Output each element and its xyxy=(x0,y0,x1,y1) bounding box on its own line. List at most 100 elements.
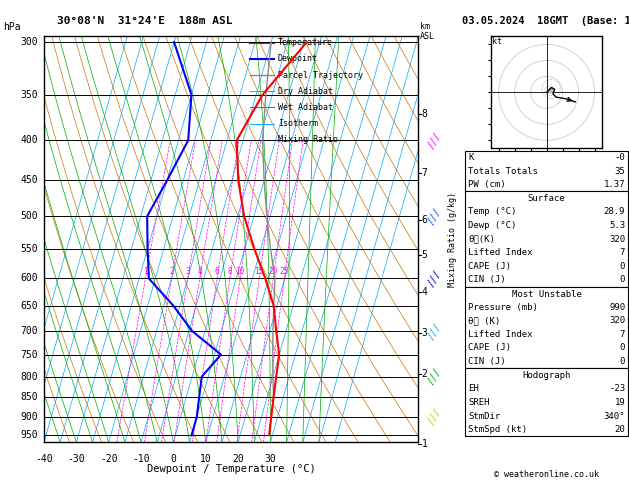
Text: Pressure (mb): Pressure (mb) xyxy=(468,303,538,312)
Text: © weatheronline.co.uk: © weatheronline.co.uk xyxy=(494,469,599,479)
Text: 10: 10 xyxy=(200,454,211,465)
Text: 6: 6 xyxy=(215,267,220,277)
Text: Hodograph: Hodograph xyxy=(523,371,571,381)
Text: CAPE (J): CAPE (J) xyxy=(468,344,511,352)
Text: CIN (J): CIN (J) xyxy=(468,276,506,284)
Text: 35: 35 xyxy=(615,167,625,175)
Text: CAPE (J): CAPE (J) xyxy=(468,262,511,271)
Text: Surface: Surface xyxy=(528,194,565,204)
Text: θᴇ(K): θᴇ(K) xyxy=(468,235,495,243)
Text: Mixing Ratio: Mixing Ratio xyxy=(278,136,338,144)
Text: StmSpd (kt): StmSpd (kt) xyxy=(468,425,527,434)
Text: -40: -40 xyxy=(35,454,53,465)
Text: 4: 4 xyxy=(198,267,202,277)
Text: 25: 25 xyxy=(280,267,289,277)
Text: hPa: hPa xyxy=(3,22,21,32)
Text: Parcel Trajectory: Parcel Trajectory xyxy=(278,70,363,80)
Text: 800: 800 xyxy=(21,372,38,382)
Text: PW (cm): PW (cm) xyxy=(468,180,506,189)
Text: 7: 7 xyxy=(421,168,427,178)
Text: 10: 10 xyxy=(235,267,245,277)
Text: 990: 990 xyxy=(609,303,625,312)
Text: 5.3: 5.3 xyxy=(609,221,625,230)
Text: Temperature: Temperature xyxy=(278,38,333,47)
Text: 320: 320 xyxy=(609,235,625,243)
Text: ///: /// xyxy=(426,206,443,226)
Text: 1.37: 1.37 xyxy=(604,180,625,189)
Text: -23: -23 xyxy=(609,384,625,393)
Text: 0: 0 xyxy=(620,344,625,352)
Text: 500: 500 xyxy=(21,211,38,221)
Text: 1: 1 xyxy=(143,267,148,277)
Text: CIN (J): CIN (J) xyxy=(468,357,506,366)
Text: 450: 450 xyxy=(21,175,38,186)
Text: 20: 20 xyxy=(269,267,278,277)
Text: 6: 6 xyxy=(421,215,427,225)
Text: θᴇ (K): θᴇ (K) xyxy=(468,316,500,325)
Text: 0: 0 xyxy=(620,262,625,271)
Text: 5: 5 xyxy=(421,250,427,260)
Text: Dewpoint: Dewpoint xyxy=(278,54,318,63)
Text: ///: /// xyxy=(426,130,443,150)
Text: ///: /// xyxy=(426,321,443,341)
Text: Lifted Index: Lifted Index xyxy=(468,248,533,257)
Text: 8: 8 xyxy=(421,109,427,119)
Text: Mixing Ratio (g/kg): Mixing Ratio (g/kg) xyxy=(448,192,457,287)
Text: -10: -10 xyxy=(132,454,150,465)
Text: 1: 1 xyxy=(421,439,427,449)
Text: 400: 400 xyxy=(21,135,38,145)
Text: Lifted Index: Lifted Index xyxy=(468,330,533,339)
Text: 7: 7 xyxy=(620,330,625,339)
Text: 850: 850 xyxy=(21,392,38,402)
Text: Temp (°C): Temp (°C) xyxy=(468,208,516,216)
Text: 30°08'N  31°24'E  188m ASL: 30°08'N 31°24'E 188m ASL xyxy=(57,16,232,26)
Text: Dewpoint / Temperature (°C): Dewpoint / Temperature (°C) xyxy=(147,464,316,474)
Text: EH: EH xyxy=(468,384,479,393)
Text: 03.05.2024  18GMT  (Base: 18): 03.05.2024 18GMT (Base: 18) xyxy=(462,16,629,26)
Text: 4: 4 xyxy=(421,287,427,297)
Text: 900: 900 xyxy=(21,412,38,422)
Text: 340°: 340° xyxy=(604,412,625,420)
Text: 3: 3 xyxy=(421,329,427,338)
Text: 20: 20 xyxy=(615,425,625,434)
Text: -0: -0 xyxy=(615,153,625,162)
Text: 19: 19 xyxy=(615,398,625,407)
Text: 650: 650 xyxy=(21,301,38,311)
Text: 28.9: 28.9 xyxy=(604,208,625,216)
Text: ///: /// xyxy=(426,366,443,387)
Text: ///: /// xyxy=(426,268,443,289)
Text: 20: 20 xyxy=(232,454,244,465)
Text: Dry Adiabat: Dry Adiabat xyxy=(278,87,333,96)
Text: -20: -20 xyxy=(100,454,118,465)
Text: 300: 300 xyxy=(21,37,38,47)
Text: Isotherm: Isotherm xyxy=(278,119,318,128)
Text: 350: 350 xyxy=(21,90,38,100)
Text: 30: 30 xyxy=(265,454,276,465)
Text: 0: 0 xyxy=(620,357,625,366)
Text: StmDir: StmDir xyxy=(468,412,500,420)
Text: 8: 8 xyxy=(228,267,232,277)
Text: Most Unstable: Most Unstable xyxy=(511,290,582,299)
Text: 600: 600 xyxy=(21,274,38,283)
Text: 2: 2 xyxy=(169,267,174,277)
Text: 0: 0 xyxy=(170,454,176,465)
Text: -30: -30 xyxy=(67,454,85,465)
Text: Dewp (°C): Dewp (°C) xyxy=(468,221,516,230)
Text: 950: 950 xyxy=(21,430,38,440)
Text: km
ASL: km ASL xyxy=(420,22,435,40)
Text: 550: 550 xyxy=(21,244,38,254)
Text: 700: 700 xyxy=(21,326,38,336)
Text: 750: 750 xyxy=(21,349,38,360)
Text: 15: 15 xyxy=(255,267,264,277)
Text: Wet Adiabat: Wet Adiabat xyxy=(278,103,333,112)
Text: 7: 7 xyxy=(620,248,625,257)
Text: 3: 3 xyxy=(186,267,190,277)
Text: ///: /// xyxy=(426,407,443,427)
Text: 0: 0 xyxy=(620,276,625,284)
Text: 320: 320 xyxy=(609,316,625,325)
Text: K: K xyxy=(468,153,474,162)
Text: kt: kt xyxy=(493,37,503,47)
Text: SREH: SREH xyxy=(468,398,489,407)
Text: Totals Totals: Totals Totals xyxy=(468,167,538,175)
Text: 2: 2 xyxy=(421,369,427,380)
